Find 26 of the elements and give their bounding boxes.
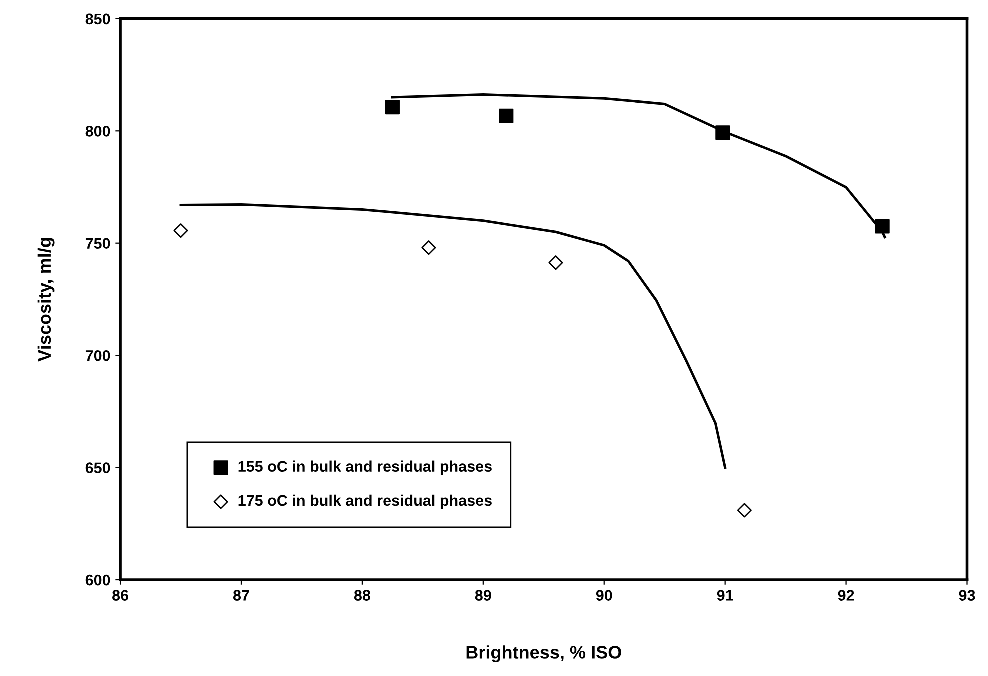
- legend-label: 155 oC in bulk and residual phases: [238, 460, 492, 476]
- point: [499, 108, 514, 124]
- point: [716, 126, 730, 140]
- legend-label: 175 oC in bulk and residual phases: [238, 494, 492, 510]
- x-axis-title: Brightness, % ISO: [466, 646, 622, 663]
- x-tick-label: 88: [354, 590, 370, 601]
- y-tick-label: 600: [86, 574, 110, 586]
- x-tick-label: 91: [717, 590, 734, 601]
- y-tick-label: 650: [86, 462, 110, 474]
- x-tick-label: 87: [233, 590, 250, 601]
- point: [875, 219, 890, 234]
- point: [385, 100, 400, 115]
- point: [548, 256, 564, 270]
- y-tick-label: 750: [86, 238, 110, 250]
- x-tick-label: 90: [596, 590, 612, 601]
- y-tick-label: 700: [86, 350, 110, 362]
- x-tick-label: 86: [112, 590, 128, 601]
- x-tick-label: 89: [475, 590, 492, 601]
- point: [737, 503, 752, 518]
- x-tick-label: 93: [959, 590, 976, 601]
- point: [174, 224, 188, 238]
- point: [422, 240, 436, 256]
- y-axis-title: Viscosity, ml/g: [38, 238, 55, 362]
- y-tick-label: 850: [86, 14, 110, 25]
- y-tick-label: 800: [86, 126, 110, 137]
- x-tick-label: 92: [838, 590, 854, 601]
